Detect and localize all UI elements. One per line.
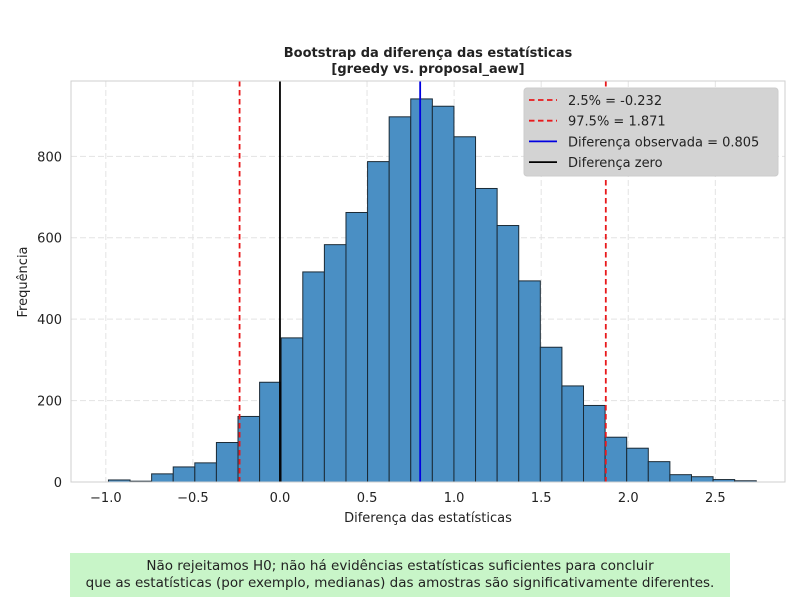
histogram-bar-21	[561, 385, 585, 483]
legend-label-0: 2.5% = -0.232	[568, 94, 662, 109]
histogram-bar-19	[518, 280, 541, 483]
histogram-bar-10	[323, 244, 347, 483]
chart-title-line-1: Bootstrap da diferença das estatísticas	[284, 46, 573, 61]
y-axis-ticks: 0 200 400 600 800	[37, 150, 62, 491]
legend: 2.5% = -0.232 97.5% = 1.871 Diferença obse…	[523, 87, 779, 177]
plot-area-frame	[70, 80, 786, 483]
x-tick-label-0: −1.0	[90, 491, 122, 506]
y-tick-label-0: 0	[54, 476, 62, 491]
y-tick-label-2: 400	[37, 313, 62, 328]
legend-label-3: Diferença zero	[568, 156, 663, 171]
x-tick-label-4: 1.0	[444, 491, 465, 506]
legend-label-2: Diferença observada = 0.805	[568, 135, 759, 150]
histogram-bar-11	[345, 211, 369, 483]
histogram-bar-22	[583, 404, 606, 483]
histogram-bar-2	[151, 473, 174, 483]
y-tick-label-4: 800	[37, 150, 62, 165]
histogram-bar-5	[215, 442, 239, 483]
x-axis-ticks: −1.0 −0.5 0.0 0.5 1.0 1.5 2.0 2.5	[90, 491, 726, 506]
x-tick-label-3: 0.5	[357, 491, 378, 506]
y-axis-label: Frequência	[16, 246, 31, 317]
histogram-bar-13	[388, 116, 412, 483]
histogram-bar-24	[626, 447, 649, 483]
x-tick-label-5: 1.5	[531, 491, 552, 506]
histogram-bar-14	[410, 98, 433, 483]
histogram-bar-26	[669, 474, 692, 483]
histogram-bar-15	[431, 105, 455, 483]
x-tick-label-7: 2.5	[705, 491, 726, 506]
legend-box	[523, 87, 779, 177]
y-tick-label-3: 600	[37, 232, 62, 247]
histogram-chart: Bootstrap da diferença das estatísticas …	[16, 46, 786, 526]
histogram-bar-23	[604, 436, 628, 483]
histogram-bar-17	[475, 187, 498, 483]
chart-title-line-2: [greedy vs. proposal_aew]	[331, 62, 524, 77]
y-tick-label-1: 200	[37, 395, 62, 410]
conclusion-line-1: Não rejeitamos H0; não há evidências est…	[146, 558, 654, 574]
histogram-bar-27	[690, 476, 714, 483]
histogram-bar-7	[259, 381, 282, 483]
histogram-bar-16	[453, 136, 477, 483]
histogram-bar-18	[496, 225, 520, 483]
histogram-bar-3	[172, 466, 196, 483]
histogram-bar-20	[539, 346, 563, 483]
x-tick-label-6: 2.0	[618, 491, 639, 506]
conclusion-note: Não rejeitamos H0; não há evidências est…	[70, 553, 730, 597]
legend-label-1: 97.5% = 1.871	[568, 115, 666, 130]
histogram-bars	[107, 98, 757, 483]
histogram-bar-25	[647, 461, 671, 483]
x-axis-label: Diferença das estatísticas	[344, 511, 512, 526]
conclusion-line-2: que as estatísticas (por exemplo, median…	[85, 575, 715, 591]
histogram-bar-6	[237, 415, 261, 483]
histogram-bar-9	[302, 271, 325, 483]
x-tick-label-2: 0.0	[270, 491, 291, 506]
histogram-bar-4	[194, 462, 217, 483]
histogram-bar-12	[367, 161, 390, 483]
x-tick-label-1: −0.5	[177, 491, 209, 506]
histogram-bar-8	[280, 337, 304, 483]
